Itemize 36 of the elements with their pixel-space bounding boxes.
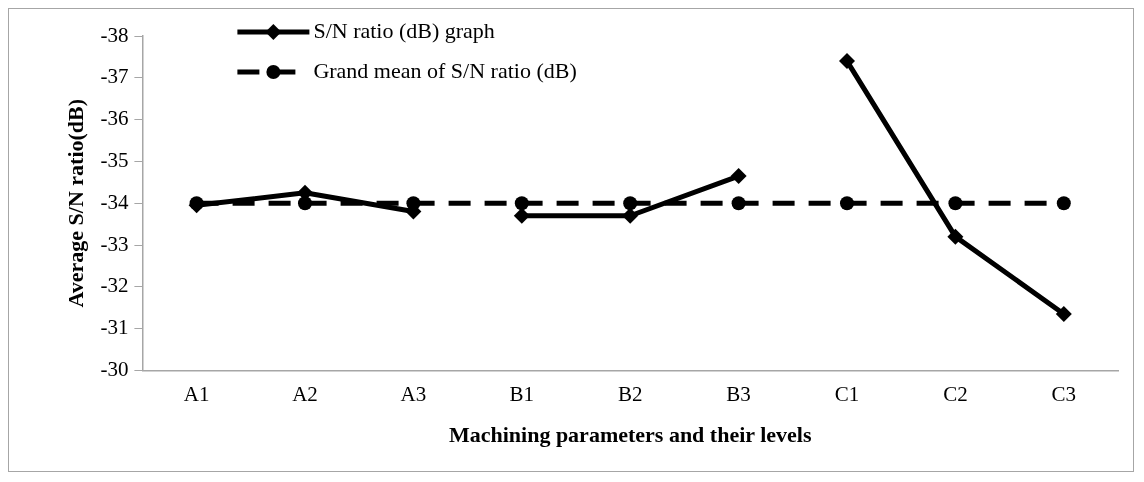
point (622, 207, 639, 224)
y-tick-label: -30 (100, 356, 129, 381)
y-tick-label: -33 (100, 231, 129, 256)
y-tick-label: -32 (100, 273, 129, 298)
point (731, 196, 746, 211)
y-tick-label: -34 (100, 189, 129, 214)
x-tick-label: C2 (943, 381, 968, 406)
point (1055, 305, 1072, 322)
point (513, 207, 530, 224)
x-tick-label: B3 (726, 381, 751, 406)
x-tick-label: A1 (183, 381, 210, 406)
point (948, 196, 963, 211)
y-tick-label: -38 (100, 22, 129, 47)
x-tick-label: C3 (1051, 381, 1077, 406)
point (514, 196, 529, 211)
x-tick-label: B2 (617, 381, 643, 406)
x-axis-title: Machining parameters and their levels (448, 422, 812, 448)
y-tick-label: -36 (100, 106, 129, 131)
point (730, 168, 747, 185)
x-tick-label: A2 (292, 381, 318, 406)
x-tick-label: C1 (834, 381, 860, 406)
point (623, 196, 638, 211)
point (840, 196, 854, 211)
x-tick-label: A3 (400, 381, 427, 406)
point (297, 196, 312, 211)
x-tick-label: B1 (509, 381, 535, 406)
point (406, 196, 421, 211)
y-tick-label: -31 (100, 315, 129, 340)
y-tick-label: -37 (100, 64, 129, 89)
y-axis-title: Average S/N ratio(dB) (62, 98, 88, 308)
point (1056, 196, 1071, 211)
legend-label: Grand mean of S/N ratio (dB) (313, 57, 577, 83)
y-tick-label: -35 (100, 147, 129, 172)
legend-label: S/N ratio (dB) graph (313, 17, 495, 43)
point (947, 228, 964, 245)
point (839, 53, 855, 70)
